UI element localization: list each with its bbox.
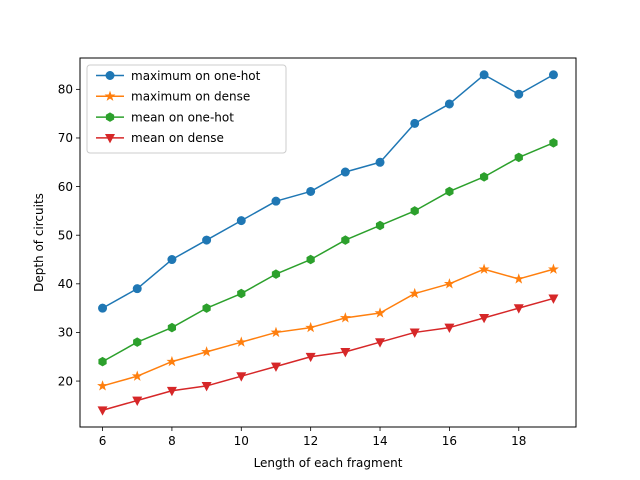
x-tick-label: 10 [234,434,249,448]
series-4 [97,294,559,416]
data-point [166,386,177,397]
data-point [271,269,281,279]
y-tick-label: 60 [58,180,73,194]
data-point [340,167,350,177]
legend-label: maximum on one-hot [131,69,261,83]
data-point [132,284,142,294]
x-tick-label: 14 [372,434,387,448]
series-line [102,142,554,363]
data-point [133,337,142,347]
data-point [202,303,211,313]
data-point [443,278,455,289]
legend: maximum on one-hot maximum on dense mean o… [86,64,287,154]
data-point [237,288,246,299]
legend-label: mean on dense [131,131,224,145]
y-tick-label: 50 [58,228,73,242]
plot-area [97,70,559,416]
data-point [201,382,212,392]
x-tick-label: 6 [99,434,107,448]
legend-label: mean on one-hot [131,110,234,124]
data-point [479,172,489,182]
data-point [98,356,107,367]
data-point [375,157,385,167]
legend-label: maximum on dense [131,90,250,104]
series-line [102,268,554,387]
legend-box [86,64,287,154]
data-point [270,362,281,372]
data-point [132,396,143,406]
data-point [409,328,420,338]
x-axis-ticks: 6 8 10 12 14 16 18 [99,427,526,448]
data-point [444,99,454,109]
y-tick-label: 70 [58,131,73,145]
series-1 [98,70,558,313]
data-point [305,321,317,333]
data-point [444,323,455,334]
data-point [236,216,246,226]
data-point [514,89,524,99]
series-line [102,74,554,309]
y-tick-label: 80 [58,83,73,97]
legend-entry: mean on one-hot [96,110,234,124]
data-point [98,303,108,313]
data-point [478,263,490,274]
y-tick-label: 20 [58,374,73,388]
x-tick-label: 8 [168,434,176,448]
data-point [479,313,490,324]
legend-marker [104,134,116,144]
series-2 [97,263,559,391]
data-point [548,294,559,304]
data-point [270,326,282,338]
legend-entry: maximum on one-hot [96,69,261,83]
data-point [131,370,143,381]
legend-entry: maximum on dense [96,90,250,104]
data-point [306,254,315,265]
data-point [167,322,177,333]
y-tick-label: 40 [58,277,73,291]
data-point [201,346,213,357]
data-point [410,118,420,128]
data-point [374,307,386,318]
y-axis-ticks: 20 30 40 50 60 70 80 [58,83,80,388]
data-point [340,347,351,358]
data-point [410,206,419,216]
data-point [341,235,350,245]
data-point [166,355,178,367]
data-point [513,304,524,314]
data-point [549,138,558,148]
data-point [305,352,316,363]
data-point [513,273,525,284]
x-axis-label: Length of each fragment [254,456,403,470]
data-point [202,235,212,245]
data-point [235,336,247,347]
legend-marker [105,71,115,81]
data-point [236,372,247,382]
data-point [339,312,351,323]
data-point [445,186,454,197]
data-point [514,152,523,163]
data-point [306,186,316,196]
x-tick-label: 16 [442,434,457,448]
axes-frame [79,57,577,428]
x-tick-label: 18 [511,434,526,448]
data-point [548,263,559,274]
data-point [271,196,281,206]
data-point [375,338,386,348]
data-point [409,287,421,299]
y-axis-label: Depth of circuits [32,193,46,292]
legend-marker [104,90,116,101]
legend-entry: mean on dense [96,131,224,145]
series-3 [98,138,558,367]
data-point [167,255,177,265]
series-line [102,297,554,411]
data-point [548,70,558,80]
data-point [479,70,489,80]
data-point [375,220,385,231]
data-point [97,380,108,391]
legend-marker [105,112,115,122]
x-tick-label: 12 [303,434,318,448]
y-tick-label: 30 [58,326,73,340]
data-point [97,406,108,416]
